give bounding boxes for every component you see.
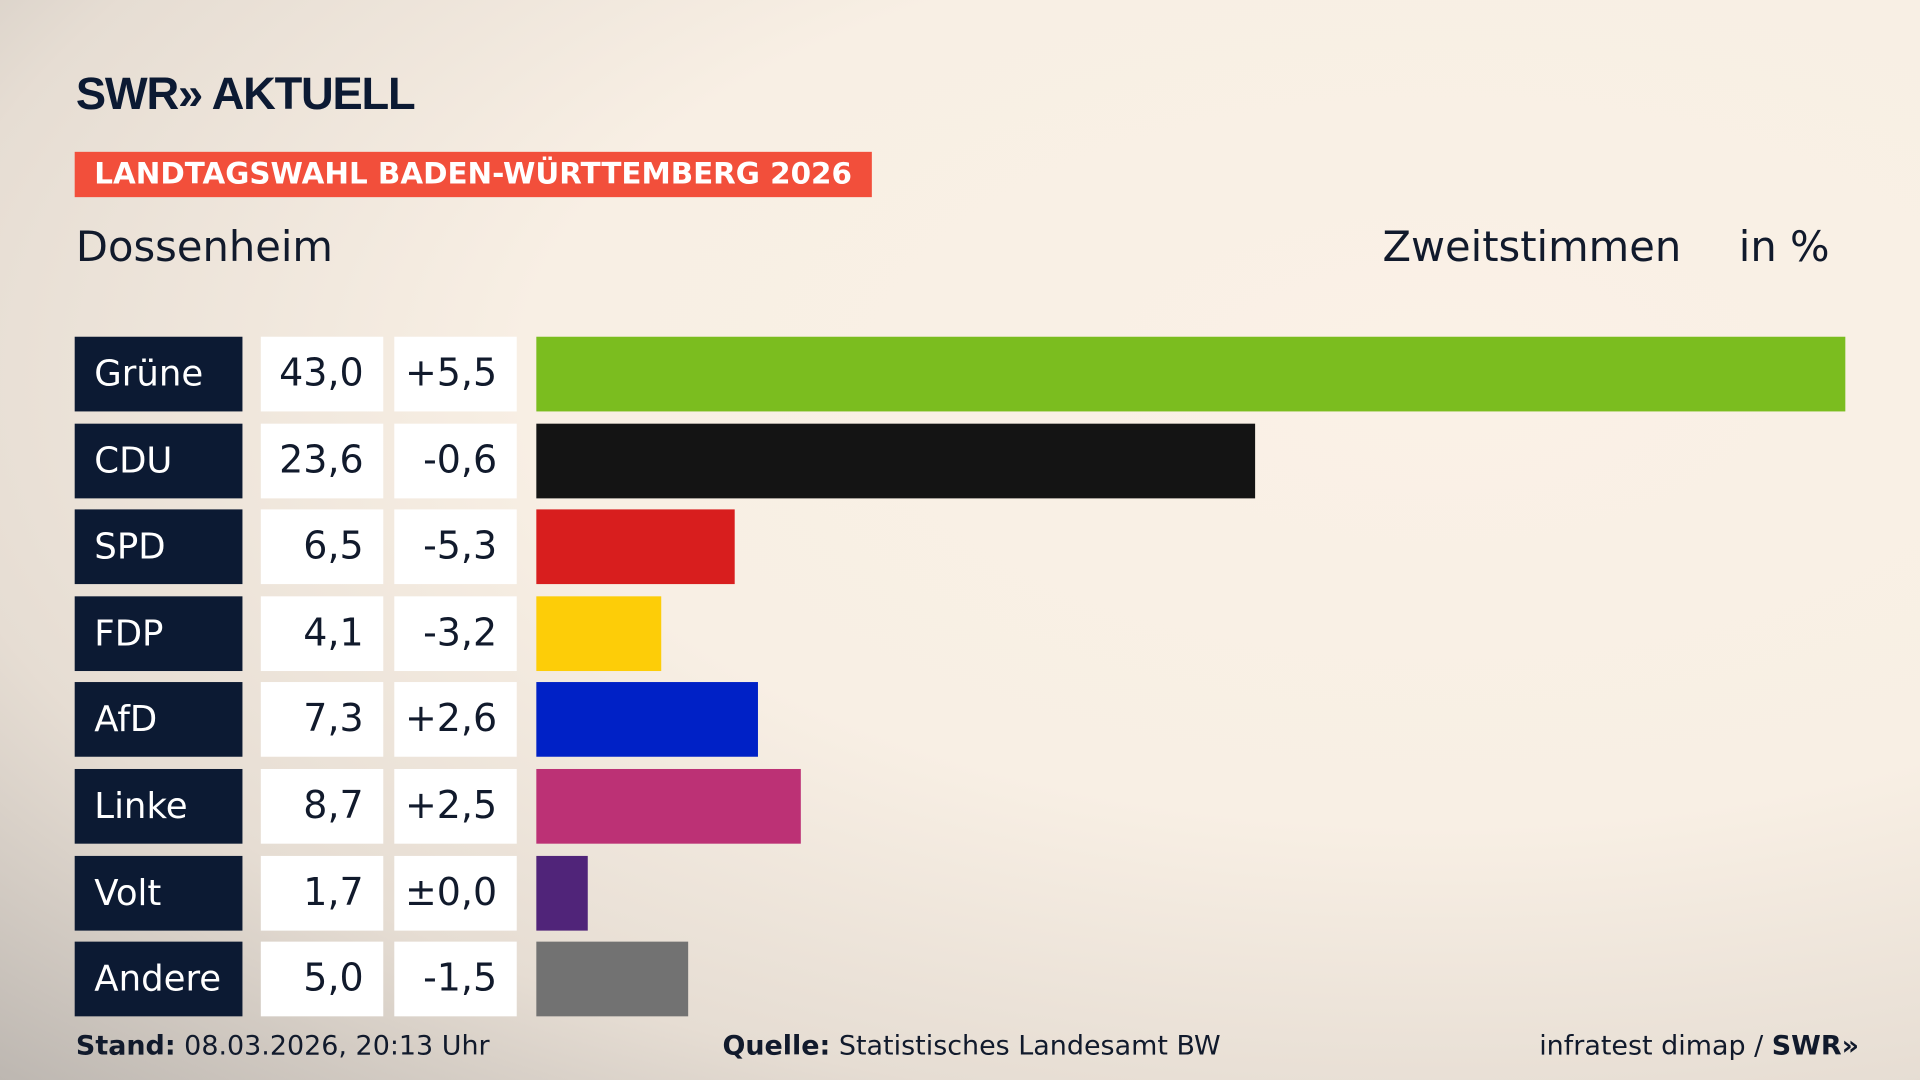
value-label: 8,7 xyxy=(260,768,384,844)
value-label: 4,1 xyxy=(260,596,384,671)
stand: Stand: 08.03.2026, 20:13 Uhr xyxy=(76,1031,490,1062)
source-value: Statistisches Landesamt BW xyxy=(830,1031,1221,1062)
party-label: Linke xyxy=(74,768,243,844)
bar xyxy=(536,336,1846,412)
party-label: FDP xyxy=(74,596,243,671)
party-label: Grüne xyxy=(74,336,243,412)
party-label: SPD xyxy=(74,509,243,585)
stand-value: 08.03.2026, 20:13 Uhr xyxy=(175,1031,490,1062)
credit-text: infratest dimap / xyxy=(1539,1031,1772,1062)
diff-label: +5,5 xyxy=(394,336,517,412)
party-label: Andere xyxy=(74,941,243,1017)
bar xyxy=(536,596,662,671)
bar xyxy=(536,423,1255,498)
unit-label: in % xyxy=(1738,222,1830,272)
diff-label: -1,5 xyxy=(394,941,517,1017)
bar xyxy=(536,682,759,758)
source: Quelle: Statistisches Landesamt BW xyxy=(722,1031,1220,1062)
diff-label: ±0,0 xyxy=(394,855,517,931)
metric-label: Zweitstimmen xyxy=(1382,222,1682,272)
value-label: 1,7 xyxy=(260,855,384,931)
value-label: 23,6 xyxy=(260,423,384,498)
swr-aktuell-logo: SWR» AKTUELL xyxy=(75,68,416,119)
party-label: AfD xyxy=(74,682,243,758)
party-label: Volt xyxy=(74,855,243,931)
source-label: Quelle: xyxy=(722,1031,831,1062)
bar xyxy=(536,768,802,844)
diff-label: +2,5 xyxy=(394,768,517,844)
bar xyxy=(536,941,689,1017)
election-kicker: LANDTAGSWAHL BADEN-WÜRTTEMBERG 2026 xyxy=(74,151,872,198)
place-title: Dossenheim xyxy=(75,222,333,272)
diff-label: +2,6 xyxy=(394,682,517,758)
value-label: 6,5 xyxy=(260,509,384,585)
diff-label: -0,6 xyxy=(394,423,517,498)
value-label: 43,0 xyxy=(260,336,384,412)
bar xyxy=(536,509,735,585)
credit: infratest dimap / SWR» xyxy=(1539,1031,1859,1062)
diff-label: -5,3 xyxy=(394,509,517,585)
swr-logo: SWR» xyxy=(1771,1031,1860,1062)
value-label: 7,3 xyxy=(260,682,384,758)
diff-label: -3,2 xyxy=(394,596,517,671)
stand-label: Stand: xyxy=(75,1031,176,1062)
value-label: 5,0 xyxy=(260,941,384,1017)
bar xyxy=(536,855,589,931)
party-label: CDU xyxy=(74,423,243,498)
